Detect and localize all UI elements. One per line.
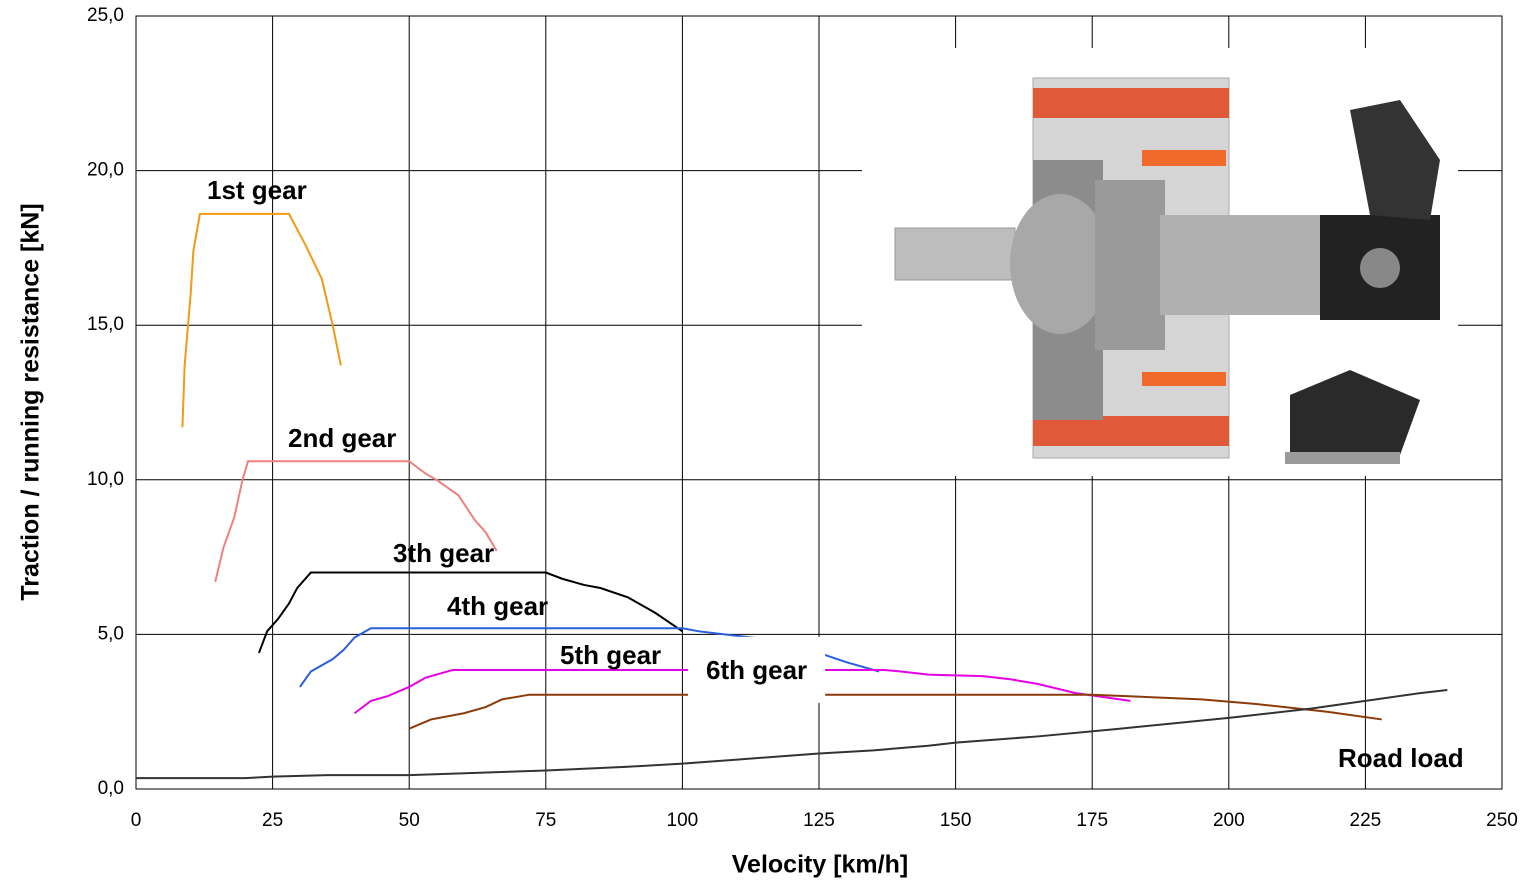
series-label: 2nd gear [288,423,396,453]
series-line [182,214,340,427]
x-tick-label: 200 [1213,810,1245,831]
y-tick-label: 10,0 [87,469,124,490]
x-tick-label: 175 [1076,810,1108,831]
y-tick-label: 25,0 [87,5,124,26]
series-label: Road load [1338,743,1464,773]
series-label: 4th gear [447,591,548,621]
x-tick-label: 125 [803,810,835,831]
series-label: 5th gear [560,640,661,670]
series-line [409,695,1382,729]
x-tick-label: 0 [131,810,142,831]
y-tick-label: 5,0 [98,623,124,644]
y-axis-title: Traction / running resistance [kN] [17,203,45,600]
series-label: 6th gear [706,655,807,685]
x-tick-label: 100 [667,810,699,831]
x-tick-label: 250 [1486,810,1518,831]
x-tick-label: 50 [399,810,420,831]
series-label: 1st gear [207,175,307,205]
y-tick-label: 0,0 [98,778,124,799]
x-tick-label: 225 [1350,810,1382,831]
x-axis-title: Velocity [km/h] [732,851,908,879]
chart: 0 25 50 75 100 125 150 175 200 225 250 0,0 5,0 10,0 15… [0,0,1532,886]
x-tick-label: 25 [262,810,283,831]
inset-picture [862,48,1458,476]
y-tick-label: 20,0 [87,160,124,181]
x-tick-label: 150 [940,810,972,831]
series-label: 3th gear [393,538,494,568]
x-tick-label: 75 [535,810,556,831]
y-tick-label: 15,0 [87,314,124,335]
